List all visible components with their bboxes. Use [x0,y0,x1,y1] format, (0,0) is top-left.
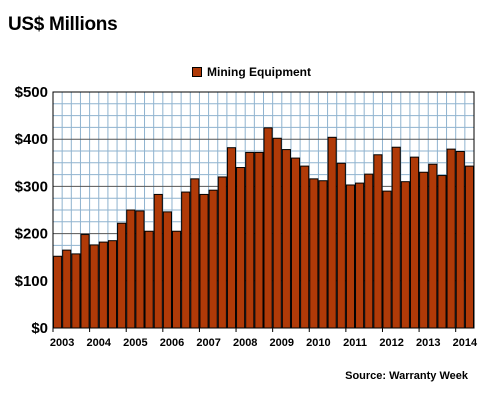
y-tick-label: $400 [15,131,48,148]
chart-title: US$ Millions [8,14,118,35]
legend-label: Mining Equipment [207,65,311,79]
x-tick-label: 2005 [123,337,147,349]
bar [236,167,246,329]
bar [199,193,209,329]
y-tick-label: $100 [15,273,48,290]
y-tick-label: $0 [31,320,48,337]
bar [190,178,200,329]
x-tick-label: 2004 [87,337,112,349]
x-tick-label: 2013 [416,337,440,349]
bar [318,180,328,329]
bar [217,176,227,329]
bar [336,162,346,329]
plot-border [52,91,475,329]
bar [162,211,172,329]
bar [126,209,136,329]
bar [355,182,365,329]
bar [345,184,356,329]
bar [263,127,273,329]
y-tick-label: $500 [15,84,48,101]
x-tick-label: 2009 [270,337,294,349]
bar [71,253,81,329]
bar [437,175,447,329]
bar [409,156,420,329]
bar [181,191,191,329]
x-tick-label: 2010 [306,337,330,349]
bar [89,244,99,329]
bar [245,151,255,329]
bar [153,193,163,329]
bar [226,147,237,329]
x-tick-label: 2008 [233,337,257,349]
x-tick-label: 2006 [160,337,184,349]
bar [281,149,291,329]
bar [391,146,401,329]
y-tick-label: $300 [15,178,48,195]
bar [80,234,90,329]
x-tick-label: 2014 [453,337,478,349]
bar [455,150,465,329]
bar [98,241,108,329]
bar [382,190,392,329]
bar [309,178,319,329]
bar [364,173,374,329]
bar [272,137,282,329]
bar [446,148,456,329]
bar [107,240,118,329]
bar [290,157,301,329]
source-note: Source: Warranty Week [345,370,468,382]
chart-legend: Mining Equipment [192,65,311,79]
bar [419,171,429,329]
bar [135,210,145,329]
bar [300,165,310,329]
bar [464,165,475,329]
bar [373,154,383,329]
x-tick-label: 2011 [343,337,367,349]
bar [62,249,72,329]
bar [171,230,182,329]
legend-swatch [192,67,202,77]
bar [53,255,63,329]
bar [117,222,127,329]
bar [327,136,337,329]
bar [254,151,264,329]
x-tick-label: 2012 [379,337,403,349]
bar [428,163,438,329]
x-tick-label: 2003 [50,337,74,349]
y-tick-label: $200 [15,226,48,243]
bar [208,189,218,329]
bar [400,181,410,329]
x-tick-label: 2007 [196,337,220,349]
bar [144,230,154,329]
